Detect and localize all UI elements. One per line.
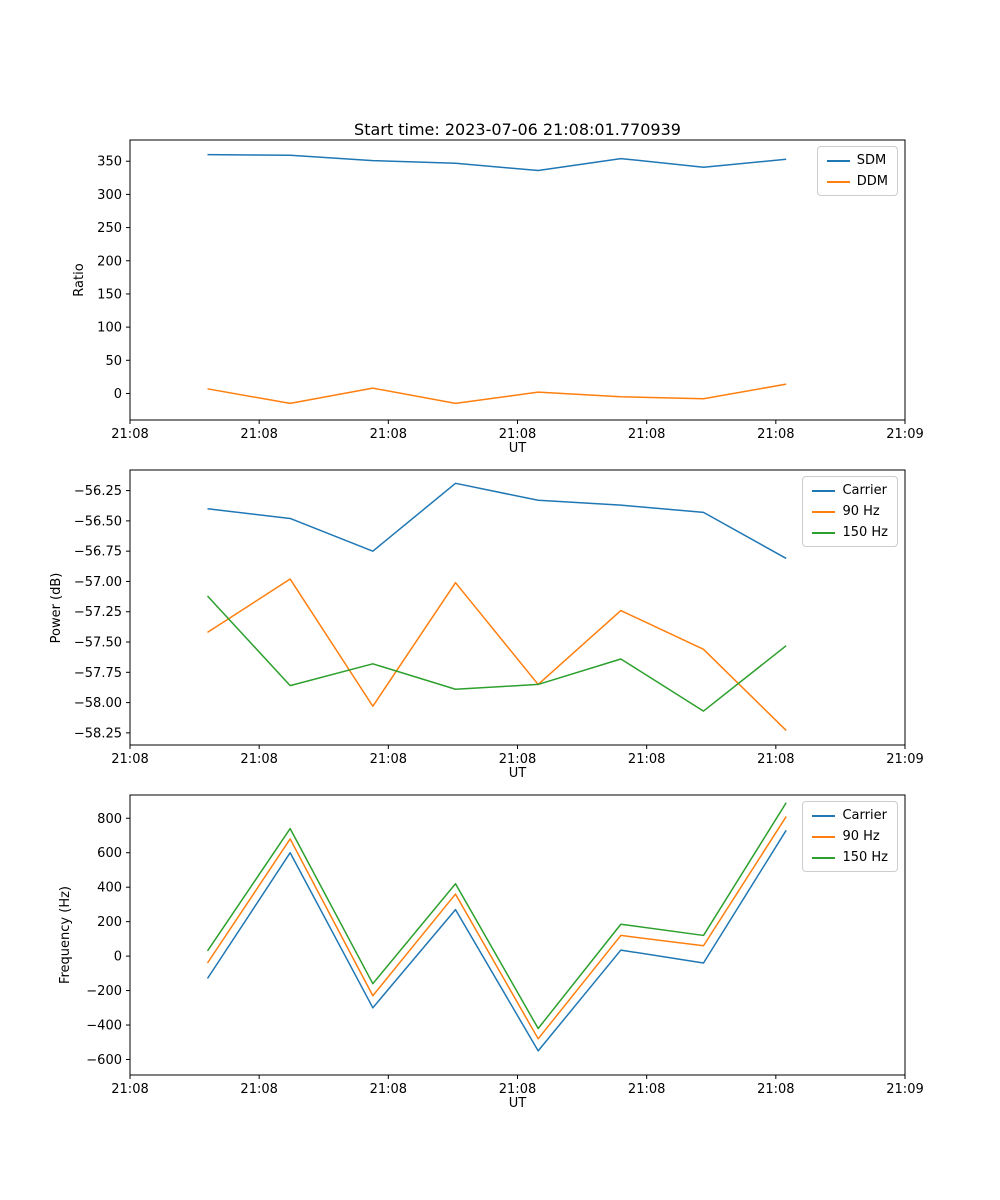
x-tick-label: 21:08 — [628, 427, 665, 442]
x-tick-label: 21:08 — [370, 752, 407, 767]
series-line-90-hz — [207, 578, 787, 731]
series-line-carrier — [207, 482, 787, 560]
x-tick-label: 21:08 — [757, 752, 794, 767]
series-line-150-hz — [206, 802, 787, 1030]
legend-item: 150 Hz — [812, 525, 888, 540]
legend-label: Carrier — [842, 483, 887, 498]
legend-swatch — [826, 180, 850, 183]
y-tick-label: 250 — [97, 221, 122, 236]
x-tick-label: 21:08 — [111, 427, 148, 442]
legend-label: 90 Hz — [842, 829, 880, 844]
x-tick-label: 21:08 — [240, 752, 277, 767]
axis-frame — [129, 139, 906, 421]
y-tick-label: 200 — [97, 915, 122, 930]
x-tick-label: 21:08 — [370, 427, 407, 442]
x-tick-label: 21:08 — [499, 752, 536, 767]
y-tick-label: −58.00 — [74, 696, 122, 711]
legend-item: DDM — [826, 174, 888, 189]
x-tick-label: 21:08 — [240, 427, 277, 442]
y-tick-label: 0 — [114, 387, 122, 402]
y-tick-label: 600 — [97, 846, 122, 861]
legend-swatch — [812, 835, 836, 838]
legend-label: SDM — [856, 153, 887, 168]
y-tick-label: 0 — [114, 950, 122, 965]
x-tick-label: 21:09 — [886, 427, 923, 442]
legend-label: 90 Hz — [842, 504, 880, 519]
legend-item: 150 Hz — [812, 850, 888, 865]
series-line-sdm — [207, 153, 787, 172]
series-line-carrier — [206, 829, 787, 1052]
axis-frame — [129, 794, 906, 1076]
x-tick-label: 21:08 — [240, 1082, 277, 1097]
x-tick-label: 21:09 — [886, 1082, 923, 1097]
y-tick-label: 50 — [105, 354, 122, 369]
y-tick-label: −400 — [86, 1019, 122, 1034]
power-legend: Carrier 90 Hz 150 Hz — [802, 476, 898, 547]
legend-label: 150 Hz — [842, 525, 888, 540]
y-tick-label: −56.75 — [74, 545, 122, 560]
x-tick-label: 21:08 — [111, 1082, 148, 1097]
ratio-xlabel: UT — [508, 441, 527, 456]
y-tick-label: −57.75 — [74, 666, 122, 681]
legend-swatch — [812, 814, 836, 817]
y-tick-label: 350 — [97, 155, 122, 170]
ratio-legend: SDM DDM — [816, 146, 898, 196]
y-tick-label: 150 — [97, 287, 122, 302]
series-line-90-hz — [206, 816, 787, 1040]
y-tick-label: −57.25 — [74, 605, 122, 620]
x-tick-label: 21:08 — [370, 1082, 407, 1097]
y-tick-label: 100 — [97, 321, 122, 336]
legend-swatch — [812, 510, 836, 513]
frequency-plot: 21:08 21:08 21:08 21:08 21:08 21:08 21:09 −600 −… — [86, 794, 924, 1097]
legend-item: Carrier — [812, 808, 888, 823]
legend-item: SDM — [826, 153, 888, 168]
legend-swatch — [826, 159, 850, 162]
frequency-ylabel: Frequency (Hz) — [58, 885, 73, 985]
x-tick-label: 21:08 — [499, 427, 536, 442]
power-plot: 21:08 21:08 21:08 21:08 21:08 21:08 21:09 −58.2… — [74, 469, 924, 767]
x-tick-label: 21:08 — [628, 752, 665, 767]
legend-label: 150 Hz — [842, 850, 888, 865]
frequency-xlabel: UT — [508, 1096, 527, 1111]
legend-item: 90 Hz — [812, 504, 888, 519]
y-tick-label: 400 — [97, 881, 122, 896]
y-tick-label: −200 — [86, 984, 122, 999]
y-tick-label: −600 — [86, 1053, 122, 1068]
y-tick-label: −58.25 — [74, 726, 122, 741]
x-tick-label: 21:08 — [628, 1082, 665, 1097]
legend-item: Carrier — [812, 483, 888, 498]
x-tick-label: 21:08 — [499, 1082, 536, 1097]
y-tick-label: 800 — [97, 812, 122, 827]
y-tick-label: 200 — [97, 254, 122, 269]
legend-label: Carrier — [842, 808, 887, 823]
power-ylabel: Power (dB) — [49, 572, 64, 644]
series-line-ddm — [207, 383, 787, 405]
x-tick-label: 21:09 — [886, 752, 923, 767]
legend-swatch — [812, 856, 836, 859]
series-line-150-hz — [206, 595, 787, 712]
y-tick-label: 300 — [97, 188, 122, 203]
frequency-legend: Carrier 90 Hz 150 Hz — [802, 801, 898, 872]
y-tick-label: −57.50 — [74, 636, 122, 651]
y-tick-label: −56.25 — [74, 484, 122, 499]
power-xlabel: UT — [508, 766, 527, 781]
x-tick-label: 21:08 — [757, 1082, 794, 1097]
figure-title: Start time: 2023-07-06 21:08:01.770939 — [354, 120, 681, 139]
ratio-plot: 21:08 21:08 21:08 21:08 21:08 21:08 21:09 0 50 10… — [97, 139, 924, 442]
legend-label: DDM — [856, 174, 888, 189]
y-tick-label: −57.00 — [74, 575, 122, 590]
legend-item: 90 Hz — [812, 829, 888, 844]
y-tick-label: −56.50 — [74, 514, 122, 529]
legend-swatch — [812, 531, 836, 534]
x-tick-label: 21:08 — [111, 752, 148, 767]
legend-swatch — [812, 489, 836, 492]
x-tick-label: 21:08 — [757, 427, 794, 442]
ratio-ylabel: Ratio — [72, 263, 87, 297]
